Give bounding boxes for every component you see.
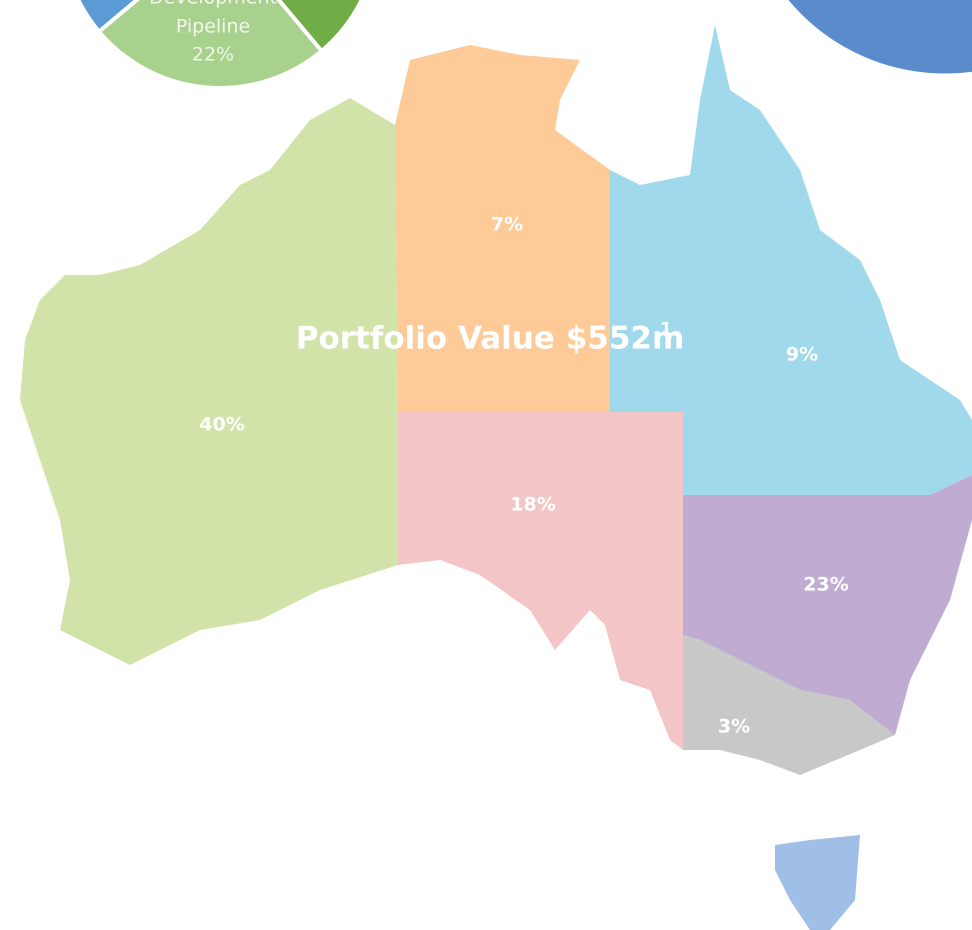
region-label: 3%	[718, 716, 750, 738]
region-label: 18%	[510, 494, 555, 516]
region-nsw	[683, 475, 972, 735]
region-vic	[683, 635, 895, 775]
region-label: 40%	[199, 414, 244, 436]
region-sa	[398, 412, 683, 750]
pie-label: Development	[149, 0, 277, 9]
region-wa	[20, 98, 398, 665]
title-superscript: 1	[660, 319, 673, 340]
pie-slice	[76, 0, 140, 35]
pie-label: Pipeline	[176, 16, 250, 38]
pie-slice	[96, 0, 325, 90]
pie-label: 22%	[192, 44, 234, 66]
map-title: Portfolio Value $552m	[296, 321, 685, 357]
region-nt	[395, 45, 610, 412]
region-label: 7%	[491, 214, 523, 236]
circle	[784, 0, 972, 77]
region-tas	[775, 835, 860, 930]
region-qld	[610, 25, 972, 495]
region-label: 23%	[803, 574, 848, 596]
pie-slice	[276, 0, 364, 54]
region-label: 9%	[786, 344, 818, 366]
